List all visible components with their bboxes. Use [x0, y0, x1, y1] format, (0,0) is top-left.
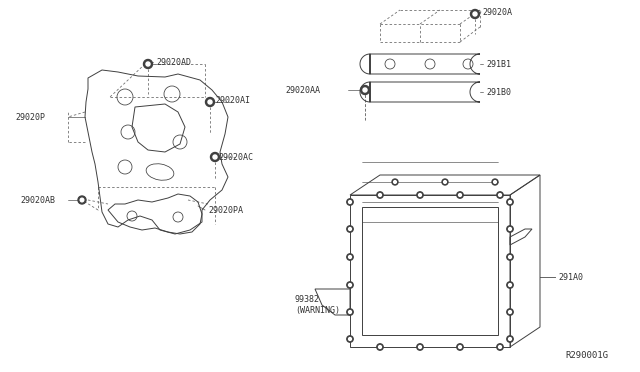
- Circle shape: [377, 192, 383, 198]
- Text: 29020A: 29020A: [482, 7, 512, 16]
- Circle shape: [444, 181, 446, 183]
- Circle shape: [509, 201, 511, 203]
- Text: 291A0: 291A0: [558, 273, 583, 282]
- Circle shape: [509, 337, 511, 340]
- Text: 29020PA: 29020PA: [208, 205, 243, 215]
- Text: 29020AB: 29020AB: [20, 196, 55, 205]
- Circle shape: [499, 193, 501, 196]
- Circle shape: [473, 12, 477, 16]
- Text: R290001G: R290001G: [565, 351, 608, 360]
- Circle shape: [457, 344, 463, 350]
- Text: 291B1: 291B1: [486, 60, 511, 68]
- Circle shape: [349, 201, 351, 203]
- Circle shape: [507, 254, 513, 260]
- Circle shape: [417, 344, 423, 350]
- Circle shape: [509, 283, 511, 286]
- Circle shape: [349, 283, 351, 286]
- Circle shape: [143, 60, 152, 68]
- Circle shape: [509, 256, 511, 259]
- Circle shape: [360, 86, 369, 94]
- Circle shape: [347, 199, 353, 205]
- Circle shape: [497, 192, 503, 198]
- Circle shape: [377, 344, 383, 350]
- Circle shape: [509, 228, 511, 230]
- Text: 99382
(WARNING): 99382 (WARNING): [295, 295, 340, 315]
- Text: 29020AC: 29020AC: [218, 153, 253, 161]
- Circle shape: [349, 228, 351, 230]
- Circle shape: [211, 153, 220, 161]
- Circle shape: [458, 346, 461, 349]
- Text: 29020AA: 29020AA: [285, 86, 320, 94]
- Circle shape: [347, 226, 353, 232]
- Circle shape: [417, 192, 423, 198]
- Circle shape: [146, 62, 150, 66]
- Circle shape: [499, 346, 501, 349]
- Circle shape: [349, 256, 351, 259]
- Circle shape: [470, 10, 479, 19]
- Circle shape: [507, 226, 513, 232]
- Circle shape: [492, 179, 498, 185]
- Text: 29020AD: 29020AD: [156, 58, 191, 67]
- Text: 29020AI: 29020AI: [215, 96, 250, 105]
- Circle shape: [507, 336, 513, 342]
- Circle shape: [509, 311, 511, 314]
- Circle shape: [507, 309, 513, 315]
- Circle shape: [507, 199, 513, 205]
- Circle shape: [457, 192, 463, 198]
- Circle shape: [80, 198, 84, 202]
- Circle shape: [347, 336, 353, 342]
- Circle shape: [208, 100, 212, 104]
- Circle shape: [394, 181, 396, 183]
- Circle shape: [205, 97, 214, 106]
- Circle shape: [507, 282, 513, 288]
- Circle shape: [442, 179, 448, 185]
- Circle shape: [347, 282, 353, 288]
- Circle shape: [347, 254, 353, 260]
- Circle shape: [419, 193, 421, 196]
- Circle shape: [497, 344, 503, 350]
- Circle shape: [392, 179, 398, 185]
- Circle shape: [213, 155, 217, 159]
- Circle shape: [363, 88, 367, 92]
- Circle shape: [78, 196, 86, 204]
- Circle shape: [347, 309, 353, 315]
- Circle shape: [349, 311, 351, 314]
- Circle shape: [419, 346, 421, 349]
- Text: 291B0: 291B0: [486, 87, 511, 96]
- Circle shape: [378, 346, 381, 349]
- Text: 29020P: 29020P: [15, 112, 45, 122]
- Circle shape: [378, 193, 381, 196]
- Circle shape: [458, 193, 461, 196]
- Circle shape: [349, 337, 351, 340]
- Circle shape: [493, 181, 497, 183]
